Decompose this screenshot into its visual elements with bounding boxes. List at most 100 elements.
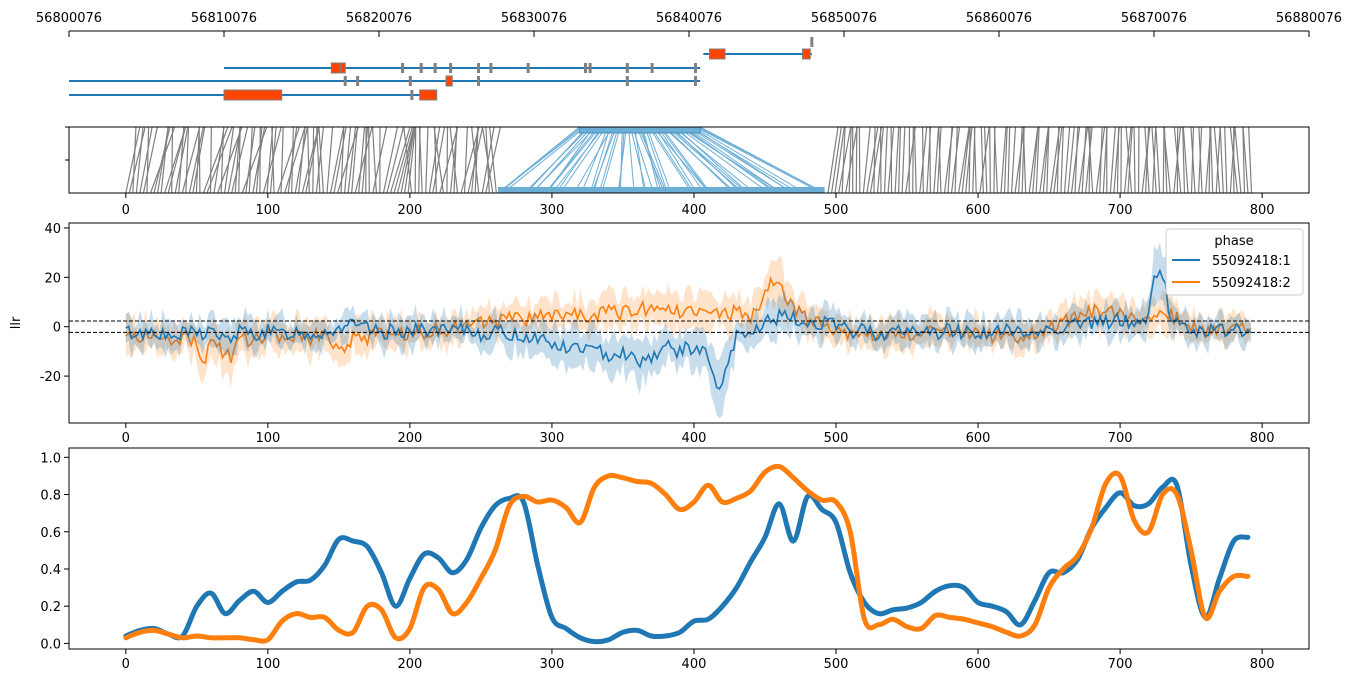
mapping-line xyxy=(1014,126,1025,194)
y-axis-label: llr xyxy=(9,316,24,329)
mapping-line xyxy=(830,126,842,194)
mapping-line xyxy=(905,126,916,194)
mapping-line xyxy=(280,126,284,194)
y-tick-label: -20 xyxy=(40,370,61,385)
mapping-line xyxy=(248,126,253,194)
mapping-line xyxy=(291,126,294,194)
mapping-line xyxy=(234,126,241,194)
mapping-line xyxy=(425,126,429,194)
x-tick-label: 0 xyxy=(122,431,130,446)
mapping-line xyxy=(855,126,858,194)
exon-mark xyxy=(343,76,347,86)
series-group xyxy=(125,242,1252,419)
probability-series-line xyxy=(123,463,1251,644)
highlight-mapping-line xyxy=(630,126,647,194)
x-tick-label: 700 xyxy=(1108,657,1133,672)
top-axis-tick-label: 56850076 xyxy=(811,11,877,26)
mapping-line xyxy=(135,126,144,194)
mapping-line xyxy=(403,126,416,194)
mapping-line xyxy=(128,126,146,194)
exon-mark xyxy=(625,76,629,86)
highlight-mapping-line xyxy=(677,126,770,194)
mapping-line xyxy=(1151,126,1157,194)
x-tick-label: 100 xyxy=(255,657,280,672)
x-tick-label: 600 xyxy=(966,203,991,218)
exon-block xyxy=(330,62,342,74)
mapping-line xyxy=(1219,126,1224,194)
mapping-line xyxy=(393,126,413,194)
mapping-line xyxy=(284,126,306,194)
mapping-line xyxy=(1010,126,1017,194)
mapping-line xyxy=(1056,126,1060,194)
mapping-line xyxy=(1003,126,1008,194)
mapping-line xyxy=(983,126,988,194)
mapping-line xyxy=(142,126,158,194)
y-tick-label: 1.0 xyxy=(40,451,61,466)
highlight-mapping-line xyxy=(628,126,635,194)
mapping-line xyxy=(979,126,990,194)
x-tick-label: 500 xyxy=(824,203,849,218)
mapping-line xyxy=(1063,126,1071,194)
mapping-line xyxy=(989,126,991,194)
mapping-line xyxy=(271,126,275,194)
highlight-mapping-line xyxy=(555,126,603,194)
y-tick-label: 0 xyxy=(53,321,61,336)
mapping-line xyxy=(1198,126,1203,194)
x-tick-label: 100 xyxy=(255,203,280,218)
highlight-mapping-line xyxy=(638,126,667,194)
exon-block xyxy=(340,62,346,74)
mapping-line xyxy=(1162,126,1165,194)
top-axis-tick-label: 56810076 xyxy=(191,11,257,26)
mapping-line xyxy=(255,126,263,194)
x-tick-label: 400 xyxy=(682,431,707,446)
mapping-line xyxy=(954,126,958,194)
exon-mark xyxy=(625,63,629,73)
exon-mark xyxy=(401,63,405,73)
mapping-line xyxy=(841,126,846,194)
y-tick-label: 0.0 xyxy=(40,637,61,652)
mapping-line xyxy=(312,126,315,194)
mapping-line xyxy=(433,126,444,194)
exon-block xyxy=(802,48,811,60)
highlight-mapping-line xyxy=(559,126,607,194)
mapping-line xyxy=(1127,126,1133,194)
probability-series-line xyxy=(123,476,1251,645)
exon-block xyxy=(709,48,726,60)
highlight-mapping-line xyxy=(660,126,711,194)
x-tick-label: 700 xyxy=(1108,203,1133,218)
mapping-line xyxy=(1144,126,1150,194)
mapping-line xyxy=(980,126,984,194)
legend-entry: 55092418:1 xyxy=(1212,254,1291,269)
mapping-line xyxy=(958,126,970,194)
highlight-mapping-line xyxy=(683,126,777,194)
mapping-line xyxy=(1060,126,1064,194)
exon-mark xyxy=(419,63,423,73)
exon-mark xyxy=(810,37,814,47)
x-tick-label: 800 xyxy=(1250,431,1275,446)
mapping-line xyxy=(1234,126,1242,194)
highlight-mapping-line xyxy=(601,126,621,194)
mapping-line xyxy=(1173,126,1182,194)
mapping-line xyxy=(1125,126,1133,194)
mapping-line xyxy=(1022,126,1027,194)
exon-mark xyxy=(489,63,493,73)
mapping-line xyxy=(125,126,141,194)
mapping-line xyxy=(318,126,325,194)
mapping-line xyxy=(1208,126,1211,194)
mapping-line xyxy=(921,126,924,194)
y-tick-label: 0.6 xyxy=(40,526,61,541)
mapping-line xyxy=(1087,126,1094,194)
highlight-mapping-line xyxy=(573,126,613,194)
x-tick-label: 0 xyxy=(122,657,130,672)
mapping-line xyxy=(329,126,345,194)
exon-block xyxy=(223,89,283,101)
mapping-line xyxy=(993,126,999,194)
x-tick-label: 700 xyxy=(1108,431,1133,446)
mapping-line xyxy=(862,126,871,194)
highlight-mapping-line xyxy=(634,126,645,194)
top-axis-tick-label: 56880076 xyxy=(1276,11,1342,26)
mapping-line xyxy=(446,126,449,194)
mapping-line xyxy=(344,126,352,194)
y-tick-label: 40 xyxy=(44,222,61,237)
